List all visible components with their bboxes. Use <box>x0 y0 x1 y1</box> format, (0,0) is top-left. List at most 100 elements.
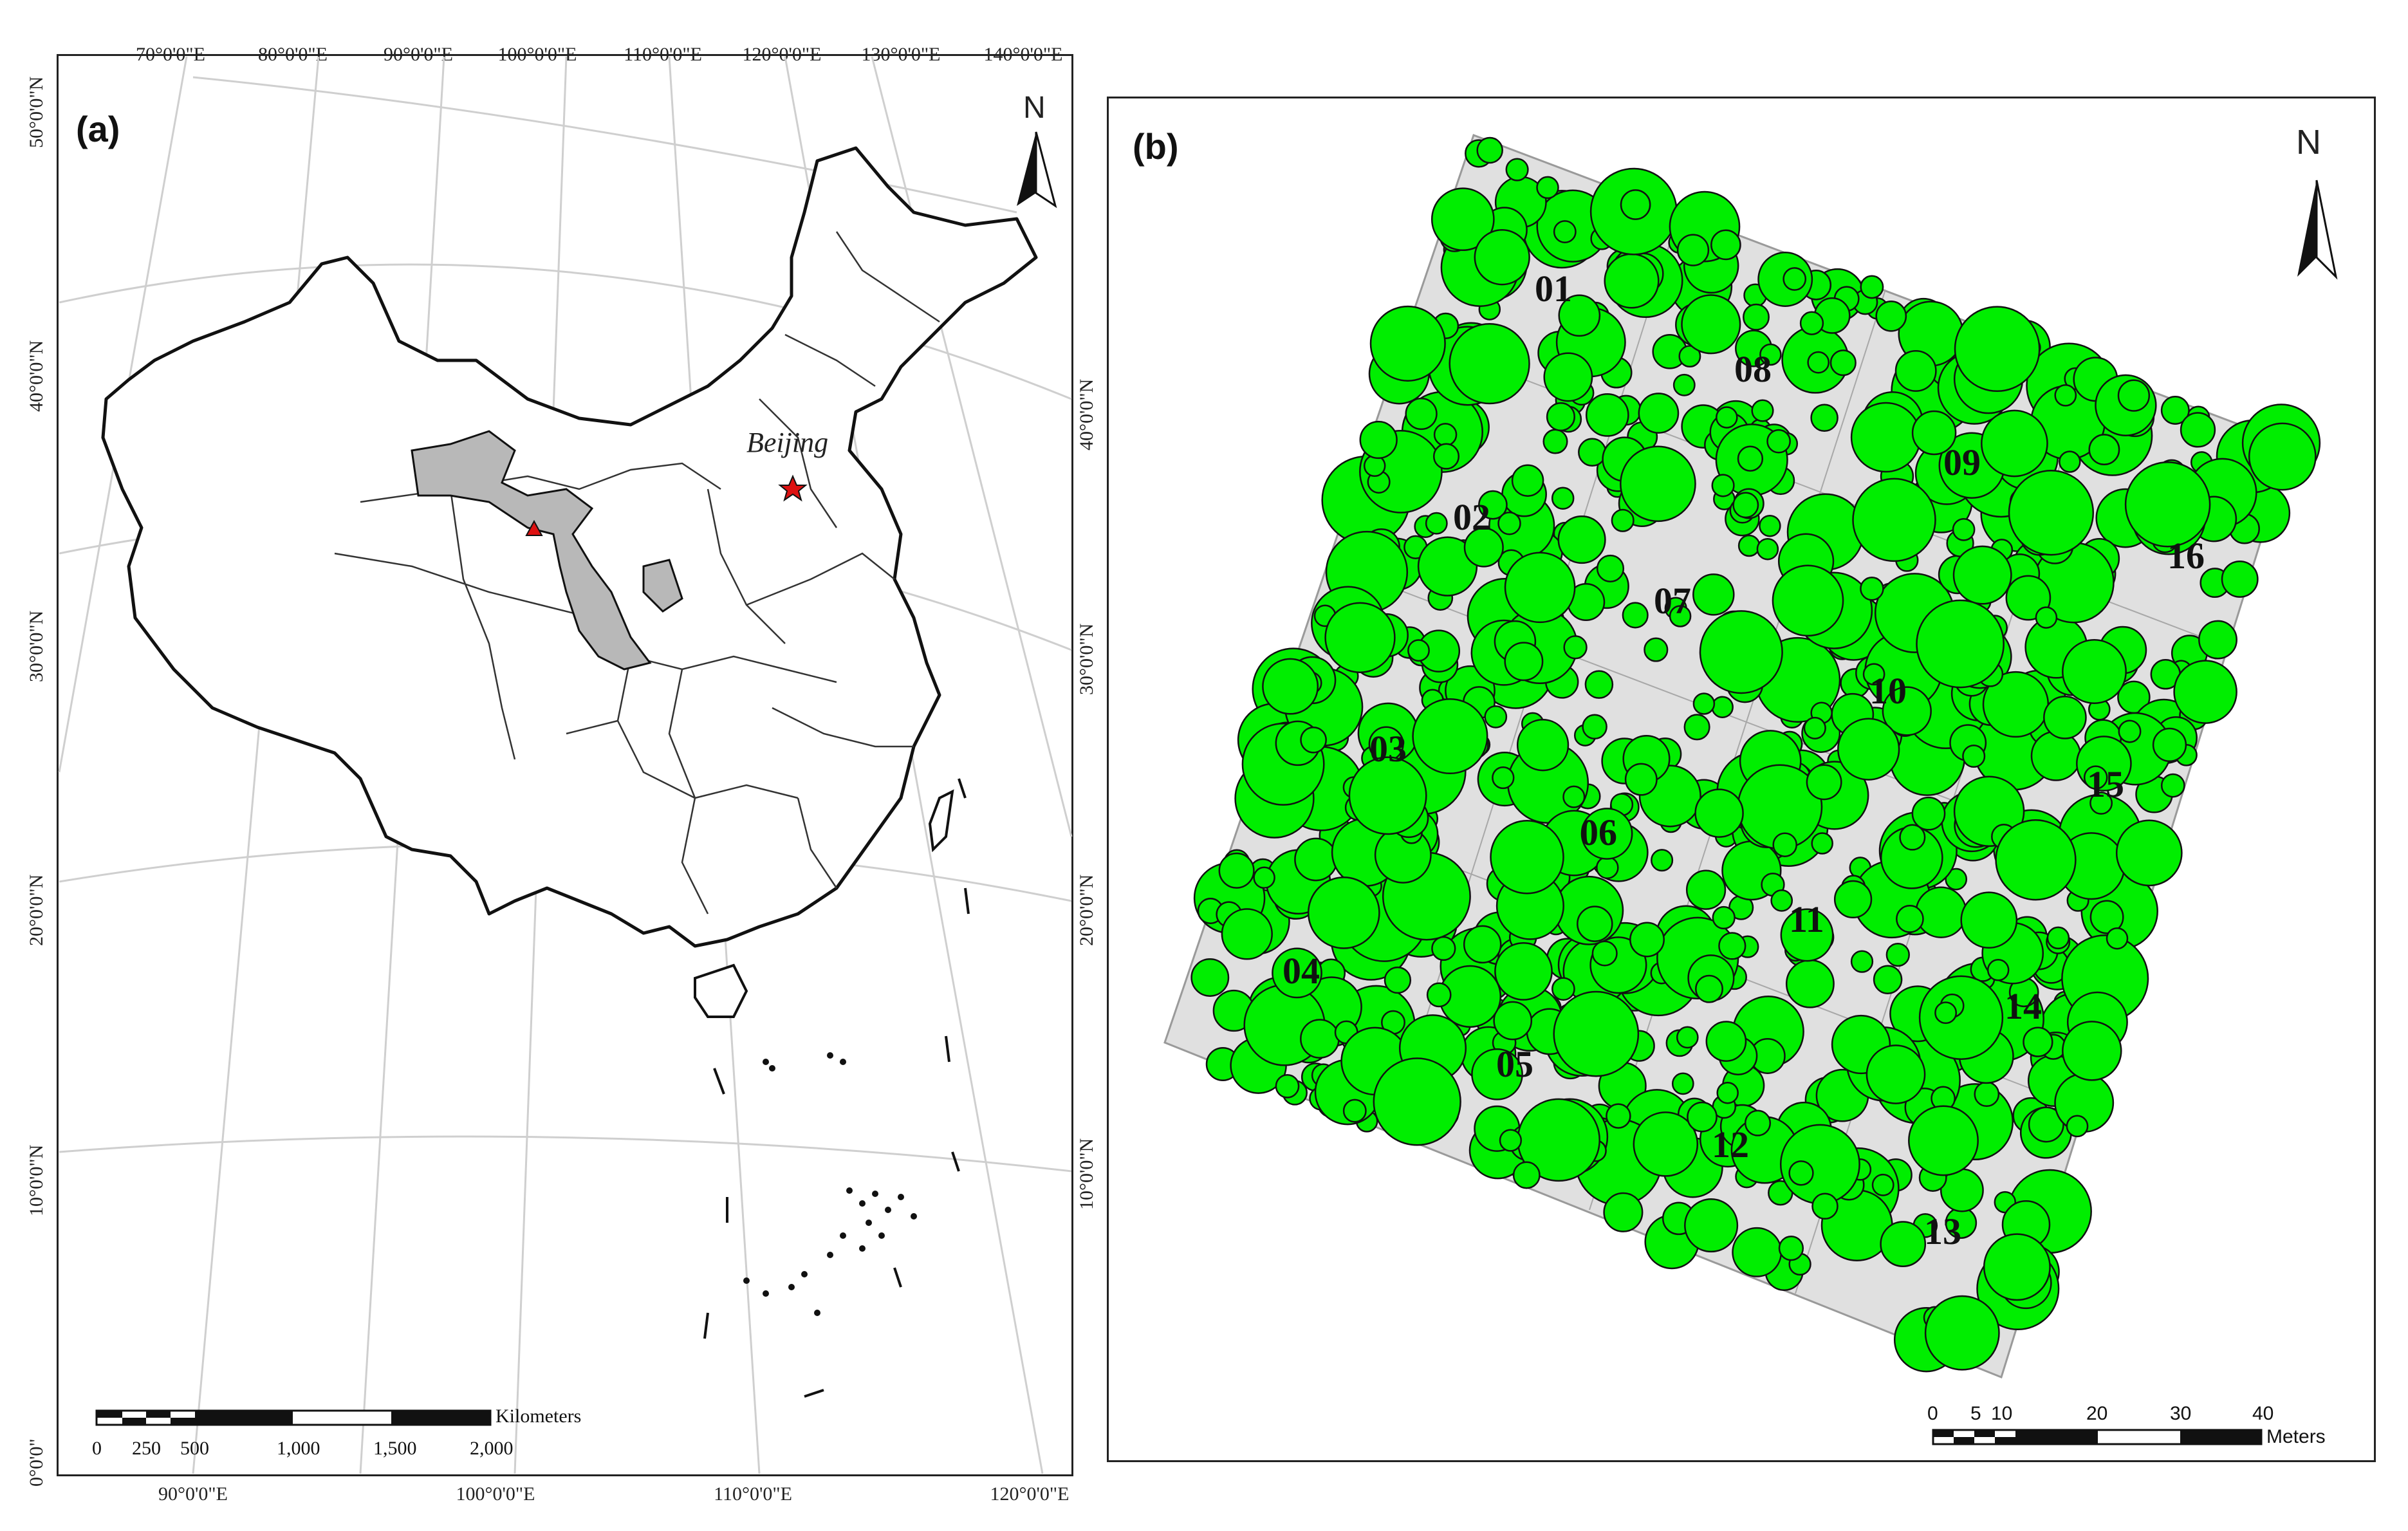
tree-crown <box>1934 1001 1958 1025</box>
province-line <box>784 333 876 387</box>
taiwan-island <box>928 789 954 853</box>
tree-crown <box>1908 1105 1979 1176</box>
top-tick-label: 120°0'0"E <box>742 44 822 65</box>
top-tick-label: 100°0'0"E <box>497 44 577 65</box>
tree-crown <box>1596 554 1625 582</box>
tree-crown <box>1756 537 1779 561</box>
beijing-label: Beijing <box>746 427 829 458</box>
tree-crown <box>1190 958 1230 997</box>
tree-crown <box>2059 450 2081 473</box>
tree-crown <box>1916 599 2005 689</box>
tree-crown <box>1860 275 1884 299</box>
tree-crown <box>1604 253 1660 309</box>
tree-crown <box>1871 1173 1894 1196</box>
tree-crown <box>1471 1048 1523 1100</box>
bottom-tick-label: 120°0'0"E <box>990 1483 1070 1505</box>
tree-crown <box>1788 1160 1814 1186</box>
tree-crown <box>1954 306 2041 393</box>
ningxia-highlight <box>642 559 683 613</box>
tree-crown <box>1412 698 1488 775</box>
scale-label-b: 30 <box>2170 1403 2192 1424</box>
scale-unit-a: Kilometers <box>495 1406 582 1427</box>
tree-crown <box>1620 189 1651 220</box>
top-tick-label: 80°0'0"E <box>258 44 328 65</box>
tree-crown <box>1983 1233 2051 1301</box>
tree-crown <box>1850 950 1874 973</box>
tree-crown <box>1476 136 1503 164</box>
tree-crown <box>2028 1106 2064 1143</box>
tree-crown <box>1711 696 1734 718</box>
scale-label-b: 5 <box>1970 1403 1981 1424</box>
tree-crown <box>1644 637 1669 662</box>
province-line <box>616 656 799 799</box>
tree-crown <box>2030 730 2082 781</box>
scale-label-a: 1,000 <box>277 1438 320 1459</box>
tree-crown <box>1811 832 1833 855</box>
plot-number-label: 16 <box>2167 535 2205 577</box>
tree-crown <box>2005 575 2051 621</box>
tree-crown <box>1803 716 1826 739</box>
nine-dash-line <box>804 1389 824 1398</box>
nine-dash-line <box>951 1151 960 1172</box>
tree-crown <box>1759 343 1782 366</box>
gansu-province-highlight <box>411 430 652 671</box>
nine-dash-line <box>945 1035 950 1062</box>
tree-crown <box>1426 982 1452 1008</box>
tree-crown <box>1553 990 1640 1077</box>
tree-crown <box>1585 393 1629 437</box>
tree-crown <box>1596 856 1619 879</box>
tree-crown <box>2035 606 2058 629</box>
tree-crown <box>1294 837 1338 882</box>
tree-crown <box>1850 402 1922 473</box>
tree-crown <box>1580 808 1633 860</box>
bottom-tick-label: 100°0'0"E <box>456 1483 535 1505</box>
bottom-tick-label: 110°0'0"E <box>714 1483 792 1505</box>
tree-crown <box>1449 322 1530 405</box>
tree-crown <box>1945 868 1968 891</box>
tree-crown <box>1772 564 1844 637</box>
tree-crown <box>1924 1295 2000 1371</box>
tree-crown <box>1551 487 1575 510</box>
scale-label-b: 0 <box>1927 1403 1938 1424</box>
tree-crown <box>1799 311 1824 335</box>
province-line <box>835 231 940 323</box>
tree-crown <box>2180 412 2216 448</box>
tree-crown <box>1611 508 1635 532</box>
top-tick-label: 140°0'0"E <box>983 44 1063 65</box>
scale-unit-b: Meters <box>2266 1426 2326 1447</box>
tree-crown <box>1221 908 1273 960</box>
tree-crown <box>1300 1019 1340 1059</box>
tree-crown <box>1811 1192 1838 1220</box>
nine-dash-line <box>713 1068 725 1095</box>
tree-crown <box>1536 176 1559 199</box>
panel-b-label: (b) <box>1133 126 1179 167</box>
tree-crown <box>1591 940 1618 967</box>
tree-crown <box>2008 470 2095 556</box>
tree-crown <box>2083 765 2108 790</box>
tree-crown <box>2043 696 2087 739</box>
province-line <box>707 488 786 644</box>
tree-crown <box>1577 905 1613 942</box>
tree-crown <box>1676 1026 1699 1049</box>
tree-crown <box>1974 1081 2000 1108</box>
tree-crown <box>2046 926 2070 950</box>
tree-crown <box>2160 396 2190 425</box>
tree-crown <box>1759 514 1781 537</box>
province-line <box>797 797 838 889</box>
tree-crown <box>1578 438 1607 467</box>
province-line <box>334 552 593 619</box>
tree-crown <box>2023 1026 2053 1057</box>
tree-crown <box>1894 349 1937 392</box>
tree-crown <box>1873 965 1903 994</box>
tree-crown <box>1743 303 1770 331</box>
top-tick-label: 110°0'0"E <box>624 44 702 65</box>
nine-dash-line <box>964 887 970 914</box>
plot-number-label: 06 <box>1580 812 1617 853</box>
tree-crown <box>1606 1103 1631 1129</box>
tree-crown <box>1484 705 1508 728</box>
top-tick-label: 90°0'0"E <box>384 44 453 65</box>
tree-crown <box>1712 905 1736 930</box>
tree-crown <box>1678 345 1701 368</box>
scale-label-b: 40 <box>2252 1403 2274 1424</box>
